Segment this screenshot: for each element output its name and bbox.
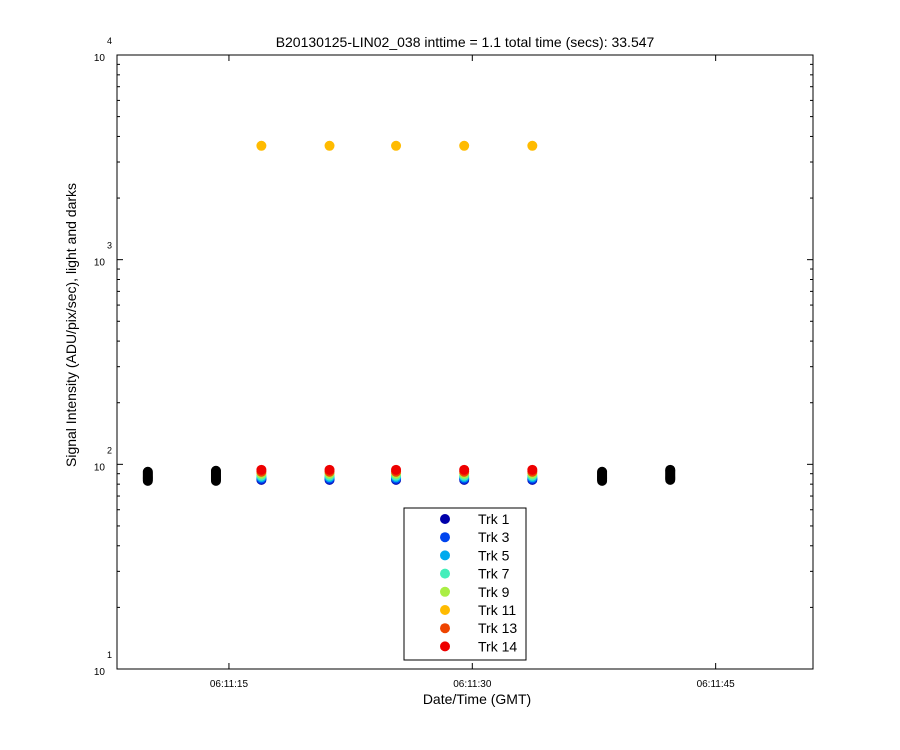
legend-label: Trk 13	[478, 620, 517, 636]
data-point	[459, 140, 470, 151]
x-tick-label: 06:11:30	[453, 679, 492, 690]
data-point	[459, 464, 470, 475]
y-axis-label: Signal Intensity (ADU/pix/sec), light an…	[63, 183, 79, 467]
data-point	[256, 464, 267, 475]
legend-marker	[440, 568, 450, 579]
dark-point	[142, 466, 153, 477]
data-point	[527, 464, 538, 475]
x-axis-label: Date/Time (GMT)	[423, 691, 531, 707]
legend-marker	[440, 550, 450, 561]
legend-label: Trk 9	[478, 584, 510, 600]
y-tick-exponent: 4	[107, 36, 112, 46]
legend-box	[403, 507, 527, 661]
legend-marker	[440, 532, 450, 543]
x-tick-label: 06:11:15	[210, 679, 249, 690]
legend-label: Trk 11	[478, 602, 516, 618]
legend-marker	[440, 605, 450, 615]
legend-label: Trk 3	[478, 529, 510, 545]
y-tick-label: 10	[94, 667, 106, 678]
data-point	[256, 140, 267, 151]
y-tick-label: 10	[94, 462, 106, 473]
data-point	[391, 140, 402, 151]
dark-point	[665, 464, 676, 475]
legend-marker	[440, 586, 450, 597]
chart-legend: Trk 1 Trk 3 Trk 5 Trk 7 Trk 9 Trk 11 Trk 13 Trk…	[403, 507, 527, 661]
chart-marks	[142, 140, 676, 486]
data-point	[324, 464, 335, 475]
dark-point	[597, 466, 608, 477]
x-tick-label: 06:11:45	[697, 679, 736, 690]
y-tick-label: 10	[94, 53, 106, 64]
y-tick-exponent: 2	[107, 445, 112, 455]
data-point	[527, 140, 538, 151]
legend-marker	[440, 641, 450, 652]
data-point	[324, 140, 335, 151]
legend-marker	[440, 514, 450, 524]
chart-title: B20130125-LIN02_038 inttime = 1.1 total …	[276, 34, 655, 50]
legend-label: Trk 7	[478, 566, 510, 582]
dark-point	[210, 465, 221, 476]
legend-label: Trk 5	[478, 547, 510, 563]
data-point	[391, 464, 402, 475]
y-tick-label: 10	[94, 258, 106, 269]
legend-label: Trk 1	[478, 511, 510, 527]
y-tick-exponent: 3	[107, 241, 112, 251]
legend-label: Trk 14	[478, 638, 517, 654]
legend-marker	[440, 623, 450, 634]
y-tick-exponent: 1	[107, 650, 112, 660]
